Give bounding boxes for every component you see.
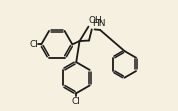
Text: Cl: Cl — [29, 40, 38, 49]
Text: Cl: Cl — [72, 97, 81, 106]
Text: HN: HN — [92, 19, 105, 28]
Text: OH: OH — [88, 16, 102, 25]
